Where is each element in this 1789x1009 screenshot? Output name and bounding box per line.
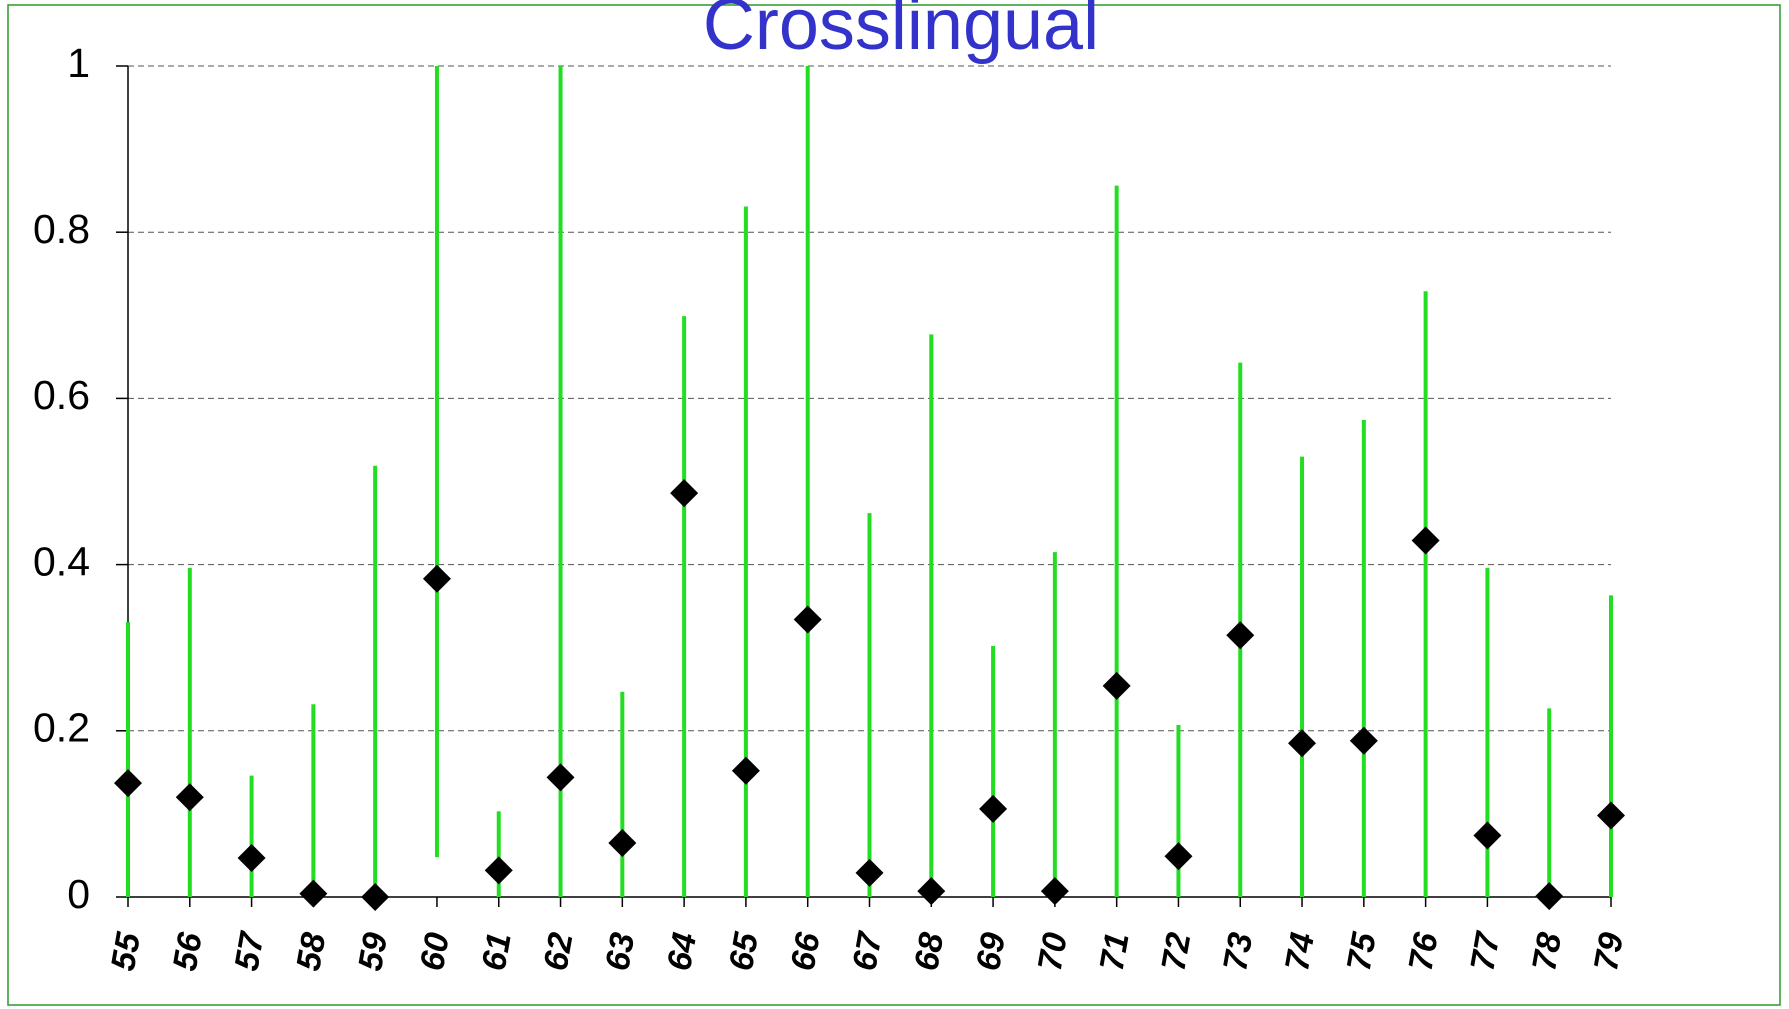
point-marker — [1226, 621, 1255, 650]
x-tick-label: 78 — [1525, 930, 1569, 974]
x-tick-label: 75 — [1340, 929, 1384, 974]
x-tick-label: 60 — [413, 930, 457, 974]
x-tick-label: 63 — [598, 930, 642, 974]
y-tick-label: 0 — [67, 871, 90, 917]
x-tick-label: 64 — [660, 930, 704, 974]
y-tick-label: 0.6 — [33, 372, 90, 418]
point-marker — [979, 794, 1008, 823]
x-tick-label: 71 — [1093, 930, 1137, 974]
point-marker — [731, 756, 760, 785]
x-tick-label: 79 — [1587, 930, 1631, 974]
point-marker — [1473, 821, 1502, 850]
x-tick-label: 66 — [784, 929, 828, 974]
x-tick-label: 70 — [1031, 930, 1075, 974]
point-marker — [361, 883, 390, 911]
x-tick-label: 62 — [537, 930, 581, 974]
x-tick-label: 55 — [104, 929, 148, 974]
chart-frame — [7, 4, 1781, 1006]
x-tick-label: 73 — [1216, 930, 1260, 974]
x-tick-label: 77 — [1463, 928, 1507, 974]
point-marker — [175, 783, 204, 812]
point-marker — [114, 769, 142, 798]
y-tick-label: 0.8 — [33, 206, 90, 252]
x-tick-label: 67 — [846, 928, 890, 974]
x-tick-label: 58 — [289, 930, 333, 974]
point-marker — [1411, 526, 1440, 555]
x-tick-label: 68 — [907, 930, 951, 974]
point-marker — [917, 877, 946, 906]
x-tick-label: 59 — [351, 930, 395, 974]
point-marker — [1288, 729, 1317, 758]
y-tick-label: 0.2 — [33, 705, 90, 751]
x-tick-label: 57 — [228, 928, 272, 974]
y-tick-label: 0.4 — [33, 538, 90, 584]
point-marker — [793, 605, 822, 634]
point-marker — [299, 879, 328, 908]
chart-title: Crosslingual — [703, 0, 1099, 65]
point-marker — [670, 479, 699, 508]
x-tick-label: 72 — [1154, 930, 1198, 974]
point-marker — [1164, 842, 1193, 871]
x-tick-label: 65 — [722, 929, 766, 974]
point-marker — [608, 828, 637, 857]
x-tick-label: 56 — [166, 929, 210, 974]
point-marker — [1102, 671, 1131, 700]
point-marker — [546, 763, 575, 792]
point-marker — [1349, 726, 1378, 755]
y-tick-label: 1 — [67, 40, 90, 86]
x-tick-label: 74 — [1278, 930, 1322, 974]
point-marker — [855, 858, 884, 887]
point-marker — [1535, 882, 1564, 911]
point-marker — [1040, 877, 1069, 906]
point-marker — [422, 564, 451, 593]
point-marker — [237, 843, 266, 872]
x-tick-label: 69 — [969, 930, 1013, 974]
point-marker — [1597, 801, 1625, 830]
x-tick-label: 76 — [1402, 929, 1446, 974]
x-tick-label: 61 — [475, 930, 519, 974]
point-marker — [484, 856, 513, 885]
